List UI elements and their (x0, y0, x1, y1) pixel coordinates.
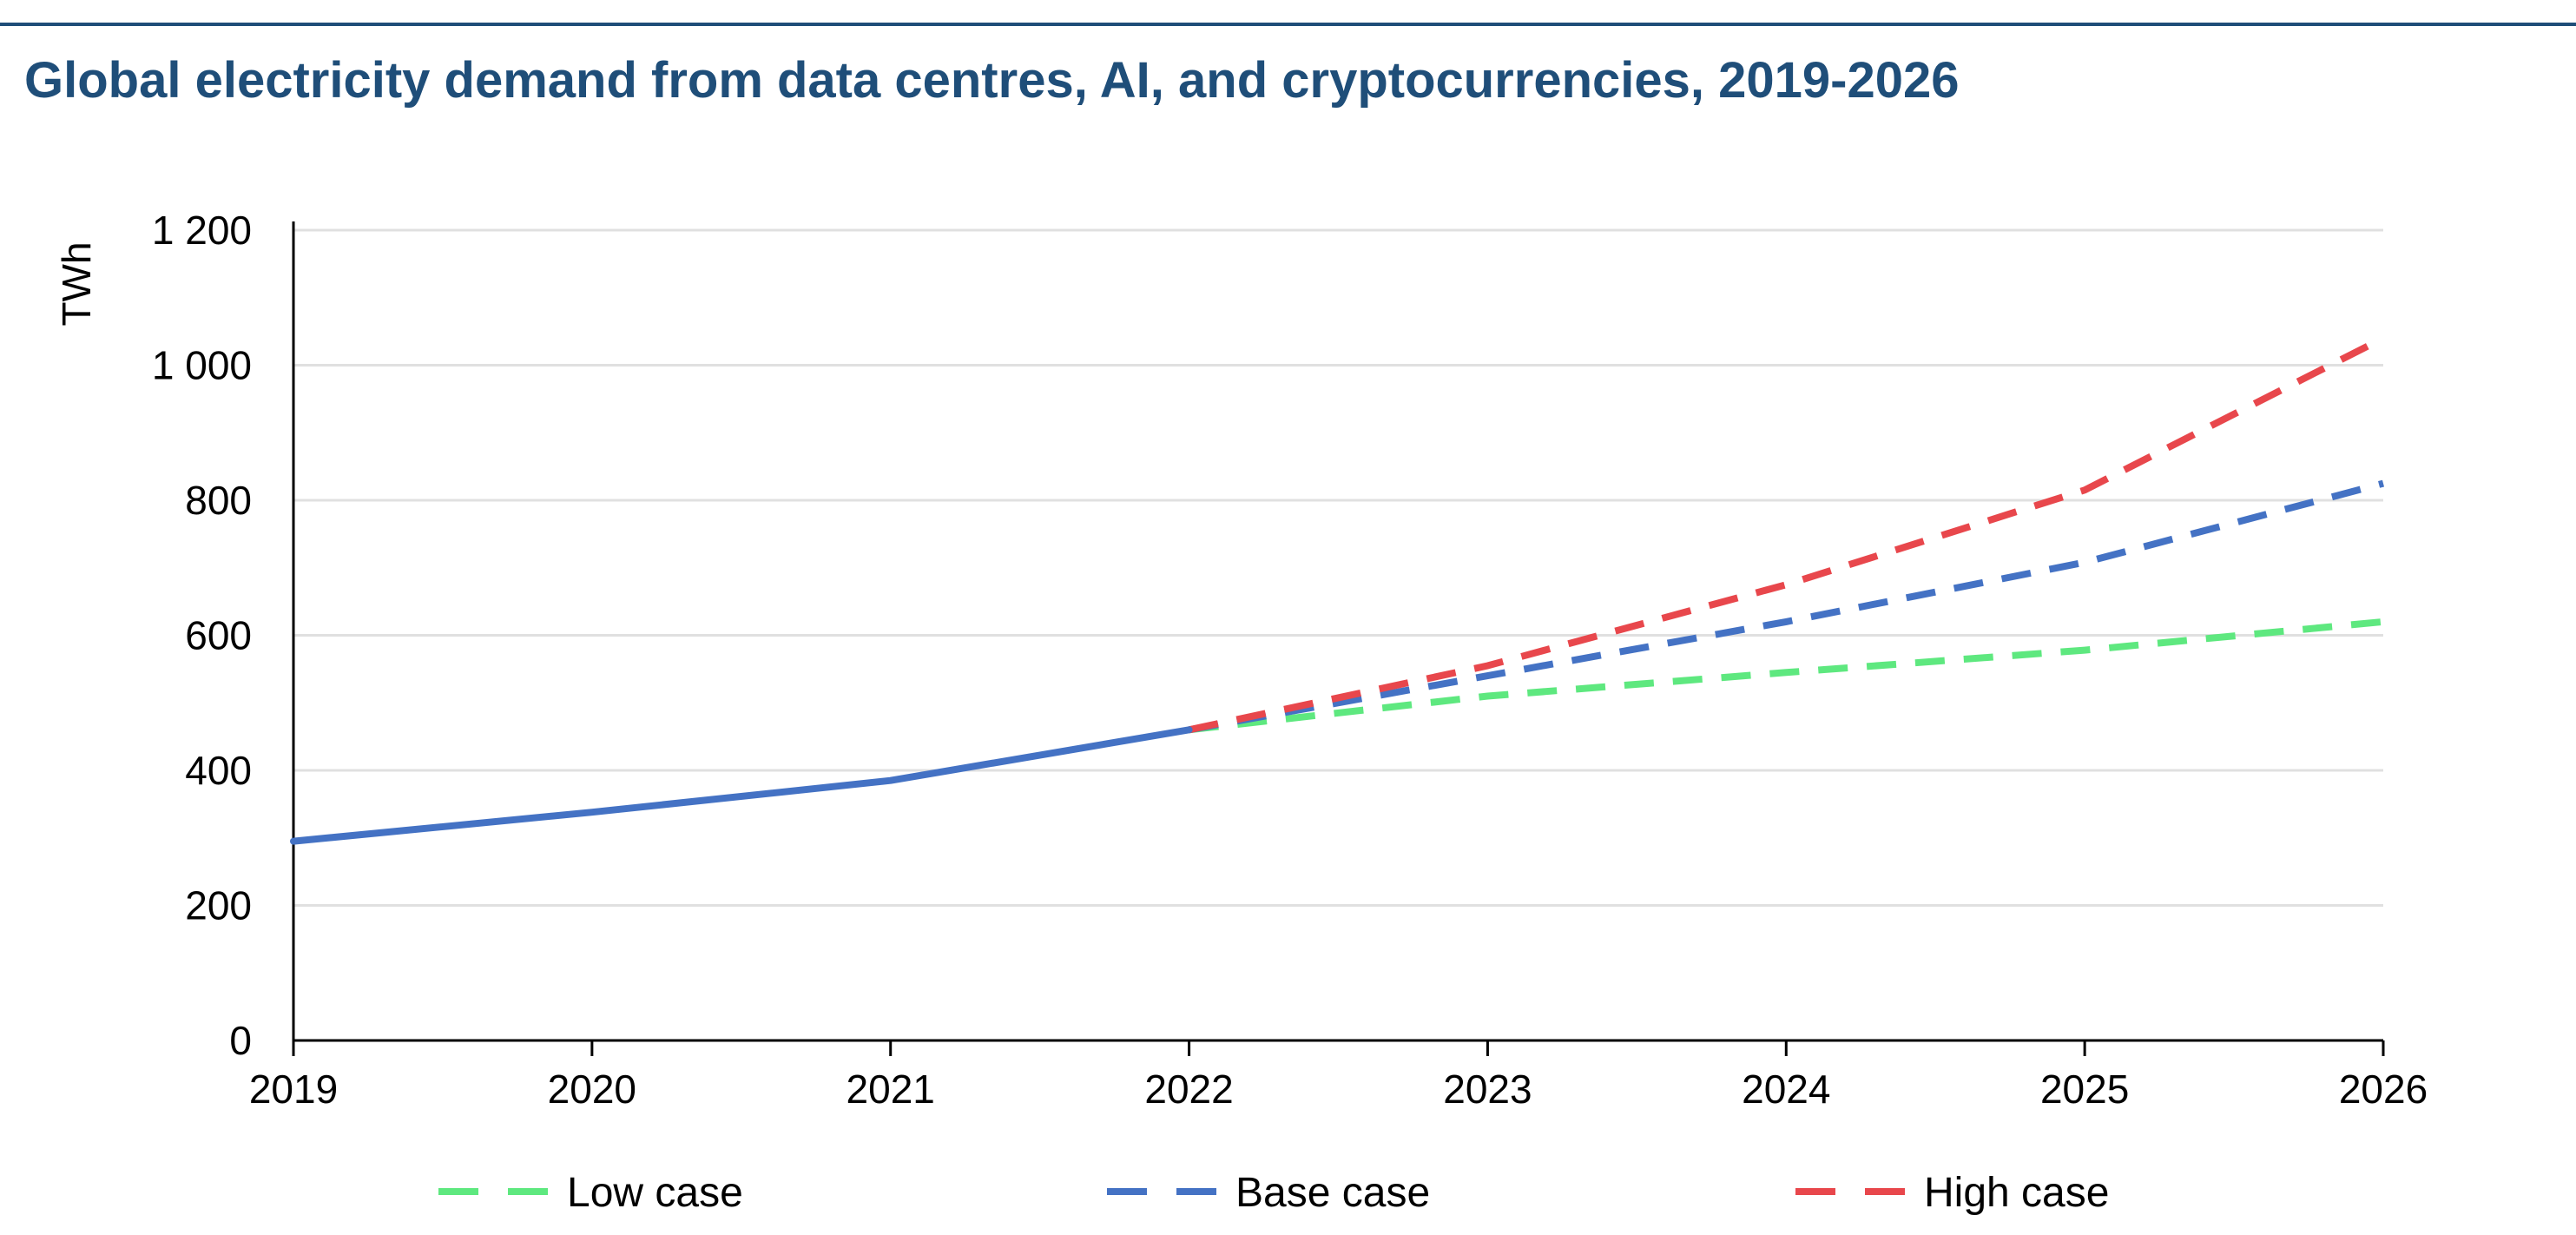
y-tick-label-1200: 1 200 (152, 208, 252, 253)
series-line-low-case (1189, 618, 2384, 734)
legend-label-low-case: Low case (567, 1170, 743, 1216)
axes: 0 200 400 600 800 1 000 1 200 2019 2020 2021 2022 2… (152, 208, 2428, 1112)
y-axis-label: TWh (54, 241, 99, 326)
x-tick-label-2020: 2020 (548, 1067, 636, 1112)
series-lines (290, 334, 2385, 845)
x-tick-label-2022: 2022 (1144, 1067, 1233, 1112)
chart-title: Global electricity demand from data cent… (24, 52, 1960, 109)
y-tick-label-800: 800 (185, 478, 252, 523)
y-tick-label-1000: 1 000 (152, 343, 252, 388)
series-line-base-case (1188, 479, 2385, 734)
x-tick-label-2026: 2026 (2339, 1067, 2428, 1112)
legend: Low case Base case High case (438, 1170, 2109, 1216)
grid-lines (293, 228, 2383, 907)
y-tick-label-400: 400 (185, 748, 252, 793)
legend-label-base-case: Base case (1235, 1170, 1430, 1216)
x-tick-label-2024: 2024 (1742, 1067, 1830, 1112)
x-tick-label-2023: 2023 (1443, 1067, 1532, 1112)
y-tick-label-0: 0 (229, 1018, 252, 1063)
x-tick-label-2025: 2025 (2040, 1067, 2129, 1112)
series-line-historical (290, 726, 1193, 845)
legend-label-high-case: High case (1924, 1170, 2109, 1216)
series-line-high-case (1188, 334, 2385, 734)
x-tick-label-2021: 2021 (847, 1067, 935, 1112)
y-tick-label-200: 200 (185, 883, 252, 928)
x-tick-label-2019: 2019 (249, 1067, 338, 1112)
y-tick-label-600: 600 (185, 613, 252, 658)
